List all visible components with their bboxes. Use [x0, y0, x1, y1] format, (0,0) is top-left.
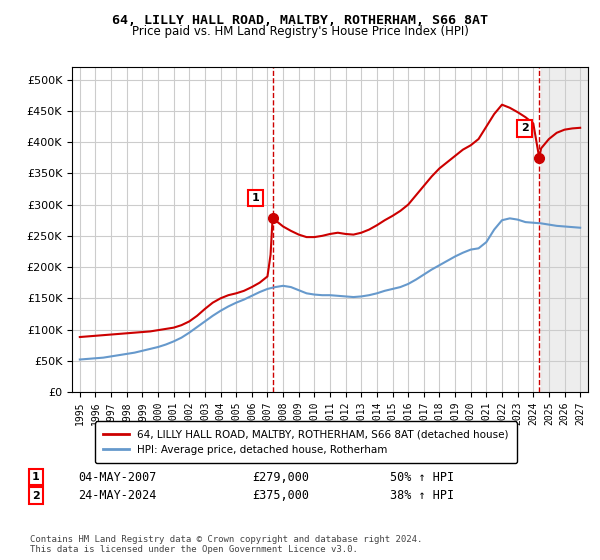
Text: £279,000: £279,000: [252, 470, 309, 484]
Text: 2: 2: [521, 123, 529, 133]
Text: Price paid vs. HM Land Registry's House Price Index (HPI): Price paid vs. HM Land Registry's House …: [131, 25, 469, 38]
Bar: [541, 67, 588, 392]
Text: 2: 2: [32, 491, 40, 501]
Text: 1: 1: [32, 472, 40, 482]
Text: 1: 1: [251, 193, 259, 203]
Text: 24-MAY-2024: 24-MAY-2024: [78, 489, 157, 502]
Text: 38% ↑ HPI: 38% ↑ HPI: [390, 489, 454, 502]
Text: 04-MAY-2007: 04-MAY-2007: [78, 470, 157, 484]
Legend: 64, LILLY HALL ROAD, MALTBY, ROTHERHAM, S66 8AT (detached house), HPI: Average p: 64, LILLY HALL ROAD, MALTBY, ROTHERHAM, …: [95, 422, 517, 463]
Text: 64, LILLY HALL ROAD, MALTBY, ROTHERHAM, S66 8AT: 64, LILLY HALL ROAD, MALTBY, ROTHERHAM, …: [112, 14, 488, 27]
Text: £375,000: £375,000: [252, 489, 309, 502]
Text: 50% ↑ HPI: 50% ↑ HPI: [390, 470, 454, 484]
Text: Contains HM Land Registry data © Crown copyright and database right 2024.
This d: Contains HM Land Registry data © Crown c…: [30, 535, 422, 554]
